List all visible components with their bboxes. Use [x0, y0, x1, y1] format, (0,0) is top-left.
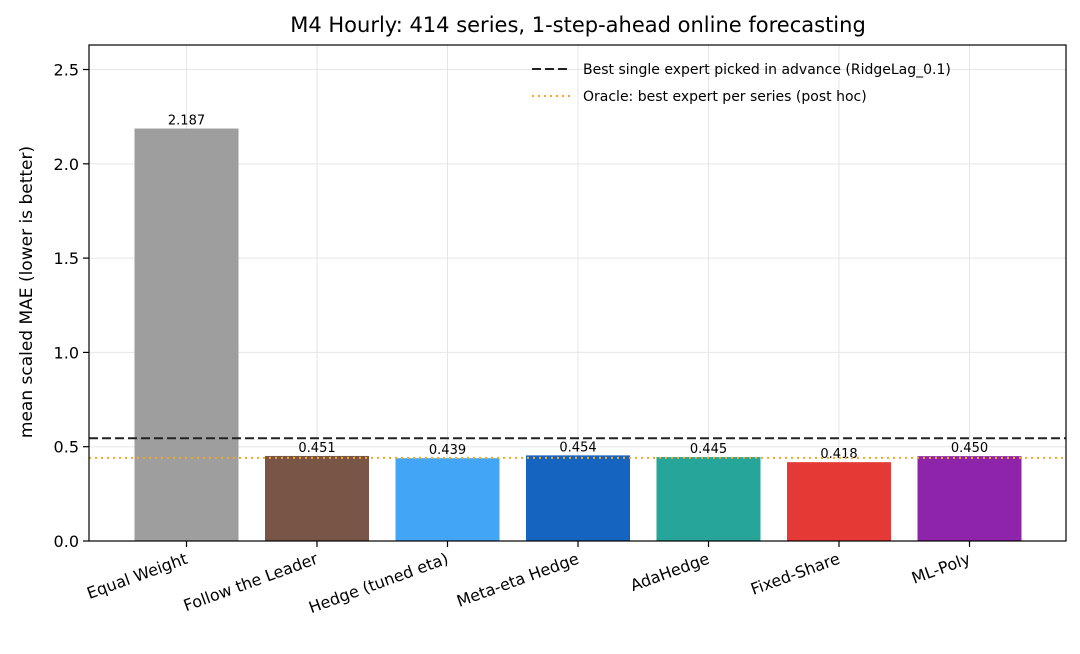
legend-entry: Best single expert picked in advance (Ri… — [583, 62, 951, 78]
bar-value-label: 0.418 — [820, 447, 857, 462]
y-tick-label: 2.0 — [54, 155, 79, 174]
y-axis-label: mean scaled MAE (lower is better) — [17, 146, 37, 438]
bar-value-label: 2.187 — [168, 114, 205, 129]
y-tick-label: 1.5 — [54, 249, 79, 268]
bar — [265, 455, 369, 541]
y-tick-label: 1.0 — [54, 343, 79, 362]
y-tick-label: 0.0 — [54, 532, 79, 551]
legend: Best single expert picked in advance (Ri… — [532, 62, 951, 105]
bars-layer: 2.187 0.451 0.439 0.454 0.445 0.418 0.450 — [134, 114, 1022, 542]
bar — [134, 128, 239, 542]
bar — [395, 458, 500, 541]
bar-value-label: 0.450 — [951, 441, 988, 456]
bar — [787, 462, 891, 541]
chart-title: M4 Hourly: 414 series, 1-step-ahead onli… — [290, 13, 866, 37]
bar — [656, 457, 761, 541]
reference-lines-layer — [89, 437, 1066, 459]
bar-value-label: 0.451 — [298, 441, 335, 456]
bar — [917, 456, 1022, 541]
bar-value-label: 0.454 — [559, 440, 596, 455]
y-tick-label: 0.5 — [54, 438, 79, 457]
x-tick-label: ML-Poly — [909, 549, 973, 588]
x-tick-label: Fixed-Share — [748, 549, 842, 599]
y-tick-label: 2.5 — [54, 61, 79, 80]
bar-value-label: 0.445 — [690, 442, 727, 457]
x-tick-label: Hedge (tuned eta) — [306, 549, 451, 617]
x-tick-label: Follow the Leader — [181, 549, 321, 615]
x-tick-label: Equal Weight — [84, 549, 190, 603]
x-tick-label: AdaHedge — [628, 549, 712, 595]
bar — [526, 455, 630, 541]
y-axis-ticks: 0.0 0.5 1.0 1.5 2.0 2.5 — [54, 61, 89, 551]
bar-value-label: 0.439 — [429, 443, 466, 458]
legend-entry: Oracle: best expert per series (post hoc… — [583, 89, 867, 105]
x-tick-label: Meta-eta Hedge — [454, 549, 581, 611]
